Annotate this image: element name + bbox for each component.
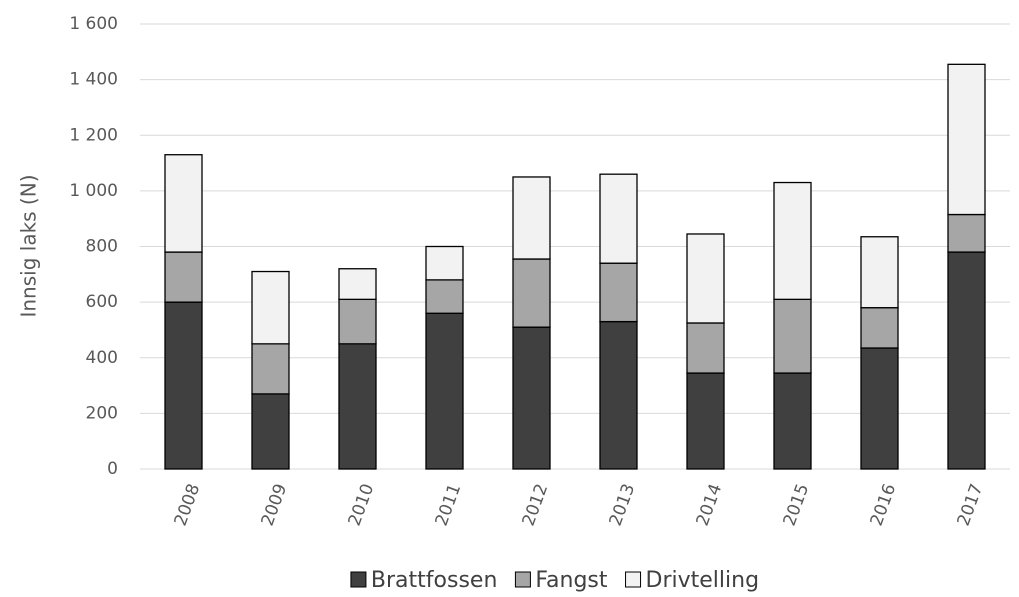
bar-segment [947, 251, 986, 470]
x-tick-label: 2015 [780, 481, 814, 528]
bar-segment [164, 301, 203, 470]
legend-text: Brattfossen [371, 568, 497, 593]
y-tick-label: 1 600 [69, 14, 118, 34]
bar-segment [947, 63, 986, 216]
x-tick-label: 2017 [954, 481, 988, 528]
bar-segment [251, 343, 290, 395]
bar-segment [773, 372, 812, 470]
bar-segment [425, 245, 464, 281]
y-tick-label: 1 000 [69, 181, 118, 201]
bar-segment [164, 251, 203, 303]
x-tick-label: 2009 [258, 481, 292, 528]
bar-segment [164, 154, 203, 253]
bar-segment [773, 298, 812, 374]
bar-segment [599, 173, 638, 264]
bar-segment [860, 236, 899, 309]
bar-segment [251, 270, 290, 345]
y-tick-label: 800 [86, 237, 118, 257]
legend-swatch [625, 571, 642, 588]
bar-segment [686, 372, 725, 470]
bar-segment [338, 343, 377, 470]
legend-text: Fangst [535, 568, 607, 593]
bar-segment [425, 279, 464, 314]
y-tick-label: 1 200 [69, 125, 118, 145]
bar-segment [338, 298, 377, 345]
bar-segment [251, 393, 290, 470]
x-tick-label: 2014 [693, 481, 727, 528]
bar-segment [773, 181, 812, 300]
legend-swatch [514, 571, 531, 588]
x-tick-label: 2013 [606, 481, 640, 528]
x-tick-label: 2012 [519, 481, 553, 528]
y-tick-label: 200 [86, 403, 118, 423]
x-tick-label: 2008 [171, 481, 205, 528]
x-tick-label: 2016 [867, 481, 901, 528]
bar-segment [860, 307, 899, 349]
x-tick-label: 2011 [432, 481, 466, 528]
x-tick-label: 2010 [345, 481, 379, 528]
bar-segment [512, 258, 551, 328]
bar-segment [512, 176, 551, 260]
y-tick-label: 0 [107, 459, 118, 479]
bar-segment [599, 320, 638, 470]
bar-segment [338, 268, 377, 300]
legend-text: Drivtelling [646, 568, 760, 593]
y-tick-label: 600 [86, 292, 118, 312]
bar-segment [860, 347, 899, 470]
legend-swatch [350, 571, 367, 588]
bar-segment [512, 326, 551, 470]
y-tick-label: 1 400 [69, 70, 118, 90]
bar-segment [686, 233, 725, 324]
bar-segment [599, 262, 638, 323]
bar-segment [947, 213, 986, 253]
y-axis-title: Innsig laks (N) [17, 174, 41, 317]
bar-segment [686, 322, 725, 374]
bar-segment [425, 312, 464, 470]
y-tick-label: 400 [86, 348, 118, 368]
